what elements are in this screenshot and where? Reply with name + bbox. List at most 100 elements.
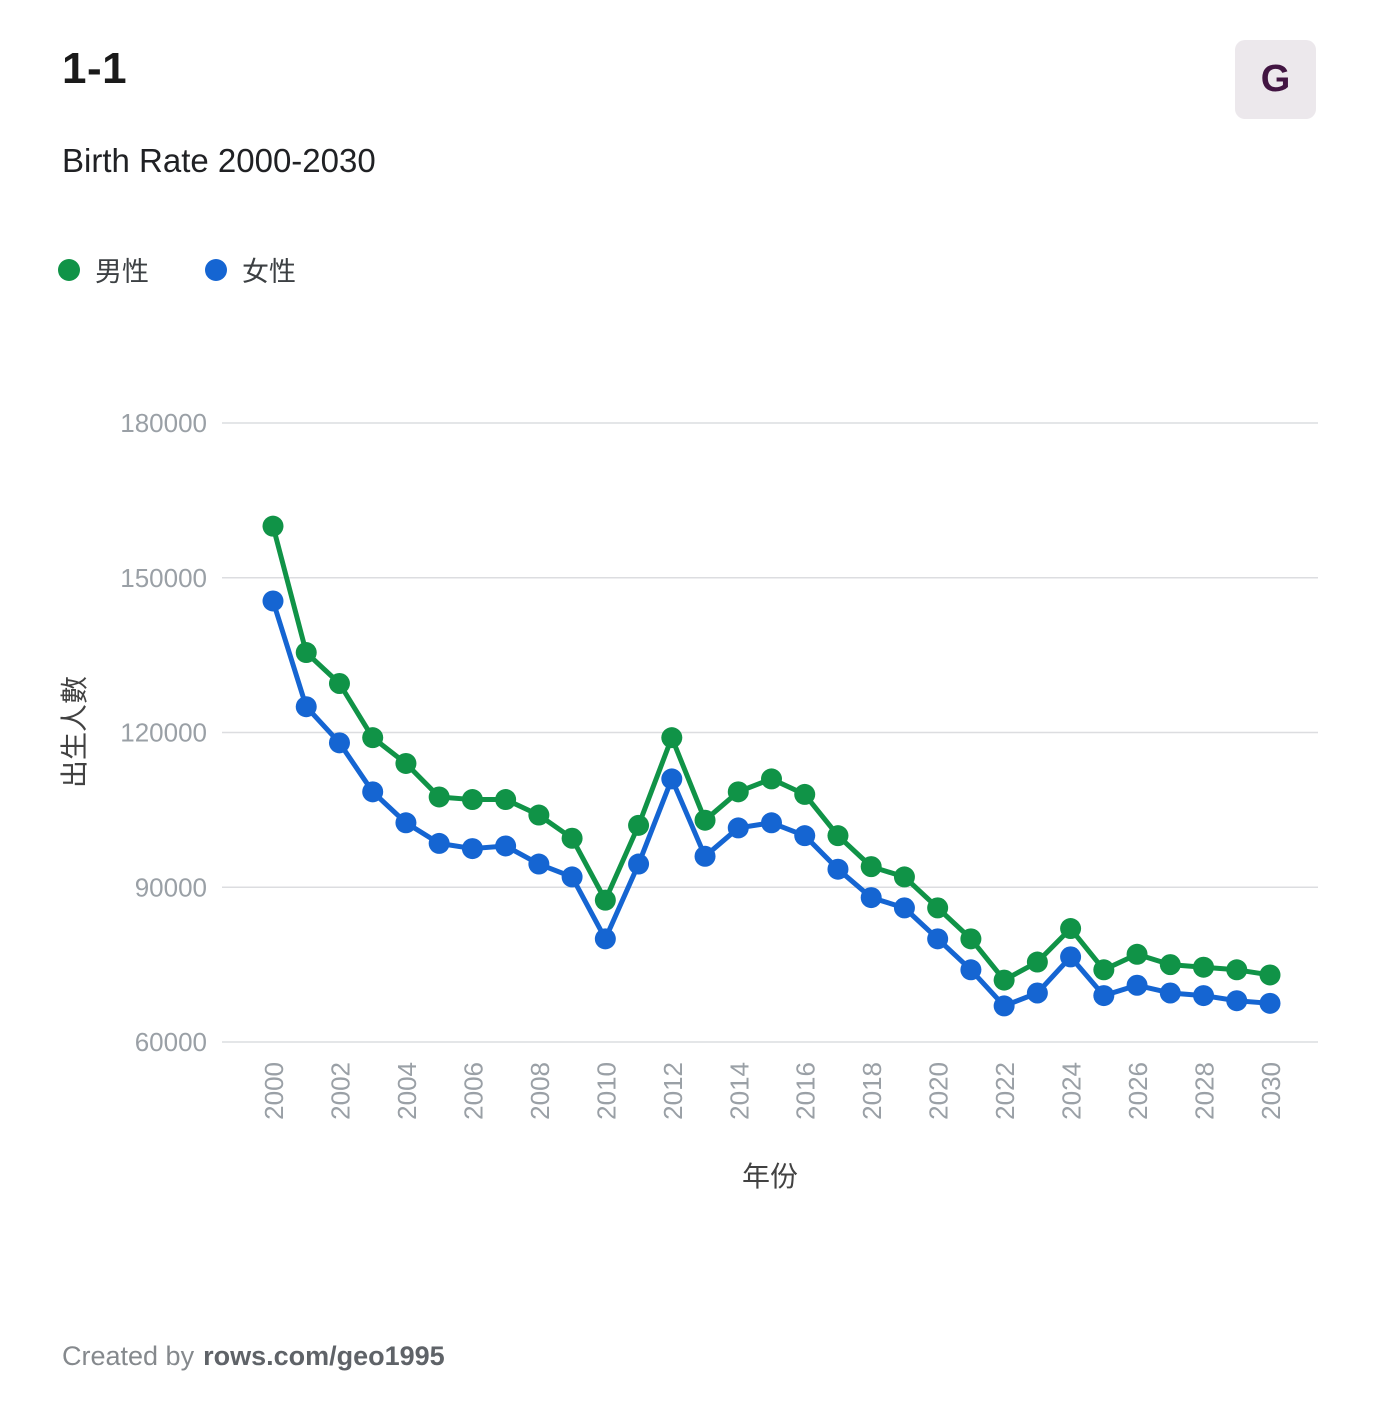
- chart-legend: 男性 女性: [58, 250, 296, 289]
- y-axis-title: 出生人數: [59, 676, 90, 788]
- data-point-男性-2025[interactable]: [1093, 959, 1115, 981]
- data-point-男性-2029[interactable]: [1226, 959, 1248, 981]
- data-point-女性-2000[interactable]: [262, 590, 284, 612]
- data-point-男性-2021[interactable]: [960, 928, 982, 950]
- data-point-男性-2010[interactable]: [594, 889, 616, 911]
- series-line-0: [270, 523, 1273, 983]
- data-point-女性-2005[interactable]: [428, 832, 450, 854]
- data-point-女性-2010[interactable]: [594, 928, 616, 950]
- data-point-男性-2027[interactable]: [1159, 954, 1181, 976]
- data-point-女性-2029[interactable]: [1226, 990, 1248, 1012]
- x-axis-title: 年份: [742, 1161, 798, 1192]
- data-point-男性-2016[interactable]: [794, 783, 816, 805]
- data-point-女性-2012[interactable]: [661, 768, 683, 790]
- data-point-女性-2022[interactable]: [993, 995, 1015, 1017]
- series-line-1: [270, 598, 1273, 1009]
- data-point-男性-2005[interactable]: [428, 786, 450, 808]
- data-point-女性-2003[interactable]: [362, 781, 384, 803]
- data-point-男性-2004[interactable]: [395, 752, 417, 774]
- y-tick-label-120000: 120000: [120, 718, 207, 748]
- data-point-女性-2013[interactable]: [694, 845, 716, 867]
- data-point-女性-2007[interactable]: [495, 835, 517, 857]
- x-tick-label-2006: 2006: [458, 1062, 488, 1120]
- data-point-男性-2020[interactable]: [927, 897, 949, 919]
- data-point-男性-2024[interactable]: [1060, 918, 1082, 940]
- data-point-女性-2006[interactable]: [461, 838, 483, 860]
- profile-badge[interactable]: G: [1235, 40, 1316, 119]
- data-point-女性-2024[interactable]: [1060, 946, 1082, 968]
- chart-subtitle: Birth Rate 2000-2030: [62, 142, 376, 179]
- data-point-女性-2014[interactable]: [727, 817, 749, 839]
- x-tick-label-2008: 2008: [525, 1062, 555, 1120]
- data-point-男性-2012[interactable]: [661, 727, 683, 749]
- data-point-男性-2001[interactable]: [295, 642, 317, 664]
- data-point-男性-2006[interactable]: [461, 789, 483, 811]
- data-point-女性-2025[interactable]: [1093, 985, 1115, 1007]
- data-point-男性-2028[interactable]: [1193, 956, 1215, 978]
- x-tick-label-2014: 2014: [724, 1062, 754, 1120]
- data-point-男性-2003[interactable]: [362, 727, 384, 749]
- data-point-女性-2030[interactable]: [1259, 992, 1281, 1014]
- data-point-女性-2011[interactable]: [628, 853, 650, 875]
- data-point-女性-2027[interactable]: [1159, 982, 1181, 1004]
- data-point-男性-2000[interactable]: [262, 515, 284, 537]
- data-point-女性-2016[interactable]: [794, 825, 816, 847]
- data-point-男性-2011[interactable]: [628, 814, 650, 836]
- data-point-男性-2002[interactable]: [328, 672, 350, 694]
- data-point-男性-2008[interactable]: [528, 804, 550, 826]
- x-tick-label-2010: 2010: [591, 1062, 621, 1120]
- data-point-女性-2001[interactable]: [295, 696, 317, 718]
- data-point-女性-2028[interactable]: [1193, 985, 1215, 1007]
- x-tick-label-2024: 2024: [1057, 1062, 1087, 1120]
- data-point-男性-2017[interactable]: [827, 825, 849, 847]
- data-point-男性-2009[interactable]: [561, 827, 583, 849]
- x-tick-label-2012: 2012: [658, 1062, 688, 1120]
- data-point-女性-2020[interactable]: [927, 928, 949, 950]
- data-point-女性-2002[interactable]: [328, 732, 350, 754]
- x-tick-label-2018: 2018: [857, 1062, 887, 1120]
- x-tick-label-2002: 2002: [325, 1062, 355, 1120]
- legend-label: 女性: [242, 257, 296, 287]
- data-point-女性-2026[interactable]: [1126, 974, 1148, 996]
- data-point-男性-2013[interactable]: [694, 809, 716, 831]
- data-point-男性-2023[interactable]: [1026, 951, 1048, 973]
- data-point-男性-2007[interactable]: [495, 789, 517, 811]
- data-point-女性-2023[interactable]: [1026, 982, 1048, 1004]
- y-tick-label-150000: 150000: [120, 563, 207, 593]
- legend-item-1: 女性: [205, 250, 296, 289]
- x-tick-label-2026: 2026: [1123, 1062, 1153, 1120]
- data-point-女性-2015[interactable]: [761, 812, 782, 834]
- legend-item-0: 男性: [58, 250, 149, 289]
- data-point-女性-2021[interactable]: [960, 959, 982, 981]
- footer-credit: Created by rows.com/geo1995: [62, 1341, 445, 1372]
- data-point-男性-2022[interactable]: [993, 969, 1015, 991]
- x-tick-label-2016: 2016: [791, 1062, 821, 1120]
- data-point-男性-2030[interactable]: [1259, 964, 1281, 986]
- x-tick-label-2000: 2000: [259, 1062, 289, 1120]
- x-tick-label-2004: 2004: [392, 1062, 422, 1120]
- footer-prefix: Created by: [62, 1341, 195, 1371]
- y-tick-label-90000: 90000: [135, 872, 207, 902]
- data-point-女性-2018[interactable]: [860, 887, 882, 909]
- data-point-女性-2009[interactable]: [561, 866, 583, 888]
- data-point-男性-2015[interactable]: [761, 768, 782, 790]
- y-tick-label-180000: 180000: [120, 408, 207, 438]
- data-point-女性-2017[interactable]: [827, 858, 849, 880]
- footer-author-link[interactable]: rows.com/geo1995: [203, 1341, 445, 1371]
- data-point-女性-2004[interactable]: [395, 812, 417, 834]
- x-tick-label-2030: 2030: [1256, 1062, 1286, 1120]
- x-tick-label-2020: 2020: [924, 1062, 954, 1120]
- legend-label: 男性: [95, 257, 149, 287]
- legend-dot-icon: [58, 258, 80, 281]
- y-tick-label-60000: 60000: [135, 1027, 207, 1057]
- data-point-男性-2014[interactable]: [727, 781, 749, 803]
- x-tick-label-2028: 2028: [1190, 1062, 1220, 1120]
- data-point-女性-2008[interactable]: [528, 853, 550, 875]
- legend-dot-icon: [205, 258, 227, 281]
- data-point-男性-2019[interactable]: [893, 866, 915, 888]
- data-point-女性-2019[interactable]: [893, 897, 915, 919]
- data-point-男性-2018[interactable]: [860, 856, 882, 878]
- data-point-男性-2026[interactable]: [1126, 943, 1148, 965]
